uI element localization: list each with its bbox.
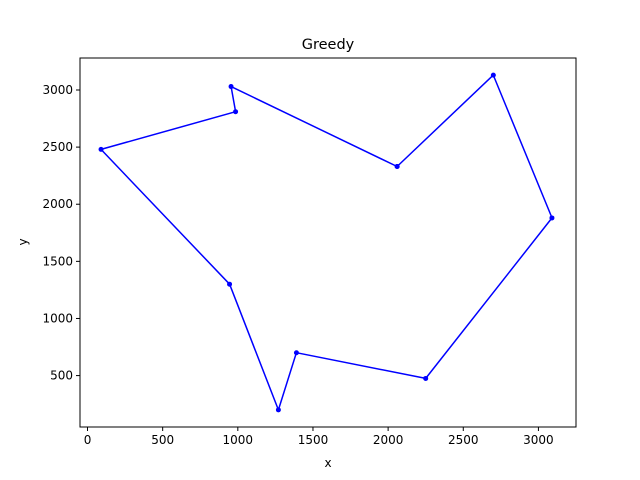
y-tick-label: 500 [50,369,73,383]
x-tick-label: 500 [151,433,174,447]
data-point [423,375,429,381]
y-tick-label: 2500 [42,140,73,154]
x-tick-label: 2000 [373,433,404,447]
x-tick-label: 2500 [448,433,479,447]
data-point [98,146,104,152]
data-point [275,407,281,413]
y-tick-label: 3000 [42,83,73,97]
y-axis-label: y [16,238,30,245]
x-tick-label: 3000 [523,433,554,447]
x-axis-label: x [324,456,331,470]
plot-layer [98,72,555,413]
data-point [394,164,400,170]
data-point [233,109,239,115]
data-point [228,84,234,90]
x-tick-label: 1500 [298,433,329,447]
x-tick-label: 1000 [223,433,254,447]
y-tick-label: 1000 [42,311,73,325]
data-point [549,215,555,221]
data-point [293,350,299,356]
data-point [227,281,233,287]
x-tick-label: 0 [84,433,92,447]
data-point [490,72,496,78]
axis-ticks: 0 500 1000 1500 2000 2500 3000 500 1000 1500 2000 2… [42,83,553,447]
y-tick-label: 2000 [42,197,73,211]
plot-frame [79,57,577,428]
chart-title: Greedy [302,37,355,53]
y-tick-label: 1500 [42,254,73,268]
